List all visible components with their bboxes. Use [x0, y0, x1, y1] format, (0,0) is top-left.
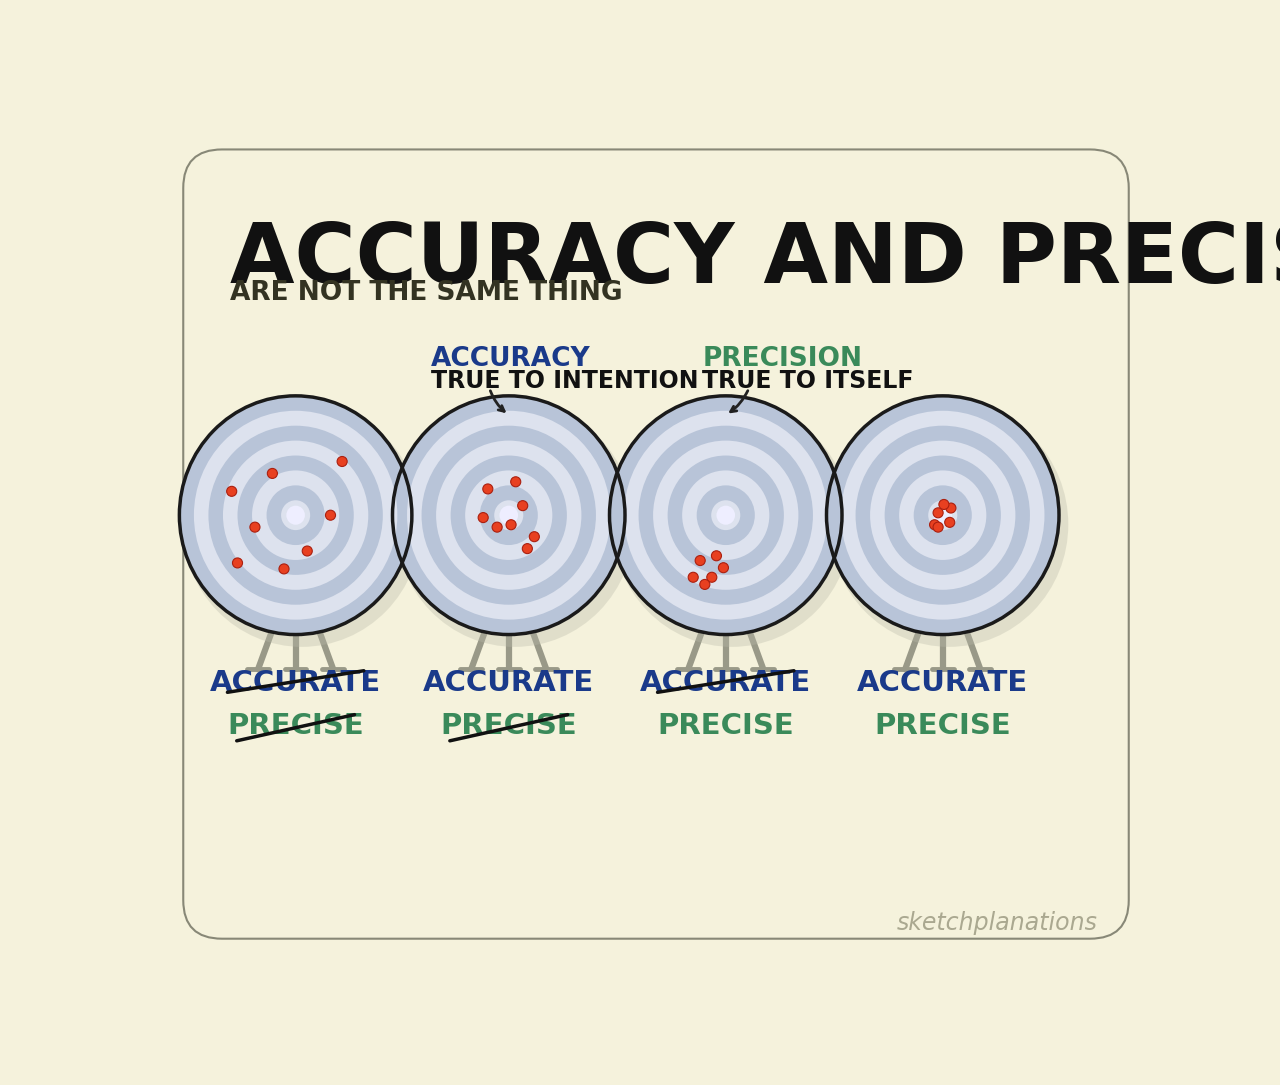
Ellipse shape [707, 572, 717, 583]
Ellipse shape [517, 500, 527, 511]
Ellipse shape [407, 411, 611, 620]
Ellipse shape [653, 441, 799, 590]
Ellipse shape [530, 532, 539, 541]
Ellipse shape [829, 403, 1069, 647]
Ellipse shape [695, 556, 705, 565]
Ellipse shape [933, 508, 943, 518]
Ellipse shape [933, 522, 943, 532]
Ellipse shape [914, 485, 972, 545]
Ellipse shape [682, 471, 769, 560]
Ellipse shape [718, 563, 728, 573]
Ellipse shape [451, 456, 567, 575]
Ellipse shape [933, 506, 952, 525]
Ellipse shape [700, 579, 710, 589]
Text: TRUE TO INTENTION: TRUE TO INTENTION [431, 369, 699, 393]
Ellipse shape [183, 403, 421, 647]
Ellipse shape [522, 544, 532, 553]
Ellipse shape [506, 520, 516, 529]
Ellipse shape [193, 411, 397, 620]
Text: PRECISE: PRECISE [440, 712, 577, 740]
FancyBboxPatch shape [183, 150, 1129, 939]
Text: ACCURATE: ACCURATE [424, 669, 594, 698]
Ellipse shape [479, 512, 488, 523]
Ellipse shape [946, 503, 956, 513]
Ellipse shape [250, 522, 260, 532]
Ellipse shape [223, 441, 369, 590]
Ellipse shape [436, 441, 581, 590]
Ellipse shape [945, 518, 955, 527]
Ellipse shape [393, 396, 625, 635]
Text: ACCURATE: ACCURATE [640, 669, 812, 698]
Ellipse shape [668, 456, 783, 575]
Text: PRECISE: PRECISE [228, 712, 364, 740]
Ellipse shape [511, 476, 521, 487]
Ellipse shape [279, 564, 289, 574]
Text: sketchplanations: sketchplanations [897, 910, 1098, 935]
Ellipse shape [421, 425, 596, 604]
Ellipse shape [238, 456, 353, 575]
Ellipse shape [899, 471, 987, 560]
Ellipse shape [855, 425, 1030, 604]
Ellipse shape [282, 500, 310, 531]
Ellipse shape [209, 425, 383, 604]
Ellipse shape [227, 486, 237, 496]
Ellipse shape [717, 506, 735, 525]
Text: TRUE TO ITSELF: TRUE TO ITSELF [703, 369, 914, 393]
Ellipse shape [712, 500, 740, 531]
Ellipse shape [492, 522, 502, 532]
Ellipse shape [252, 471, 339, 560]
Text: PRECISE: PRECISE [658, 712, 794, 740]
Ellipse shape [929, 520, 940, 529]
Ellipse shape [302, 546, 312, 556]
Ellipse shape [841, 411, 1044, 620]
Ellipse shape [480, 485, 538, 545]
Ellipse shape [938, 499, 948, 510]
Ellipse shape [884, 456, 1001, 575]
Text: ACCURATE: ACCURATE [858, 669, 1028, 698]
Ellipse shape [396, 403, 635, 647]
Ellipse shape [325, 510, 335, 520]
Ellipse shape [233, 558, 242, 567]
Ellipse shape [870, 441, 1015, 590]
Ellipse shape [613, 403, 851, 647]
Text: PRECISION: PRECISION [703, 346, 863, 372]
Text: ACCURATE: ACCURATE [210, 669, 381, 698]
Ellipse shape [712, 551, 722, 561]
Ellipse shape [609, 396, 842, 635]
Ellipse shape [827, 396, 1059, 635]
Ellipse shape [268, 469, 278, 478]
Ellipse shape [689, 572, 698, 583]
Ellipse shape [179, 396, 412, 635]
Ellipse shape [494, 500, 524, 531]
Text: ARE NOT THE SAME THING: ARE NOT THE SAME THING [229, 280, 622, 306]
Ellipse shape [639, 425, 813, 604]
Ellipse shape [465, 471, 553, 560]
Text: PRECISE: PRECISE [874, 712, 1011, 740]
Ellipse shape [337, 457, 347, 467]
Text: ACCURACY AND PRECISION: ACCURACY AND PRECISION [229, 219, 1280, 299]
Ellipse shape [287, 506, 305, 525]
Ellipse shape [499, 506, 518, 525]
Ellipse shape [266, 485, 325, 545]
Text: ACCURACY: ACCURACY [431, 346, 591, 372]
Ellipse shape [696, 485, 755, 545]
Ellipse shape [928, 500, 957, 531]
Ellipse shape [625, 411, 827, 620]
Ellipse shape [483, 484, 493, 494]
